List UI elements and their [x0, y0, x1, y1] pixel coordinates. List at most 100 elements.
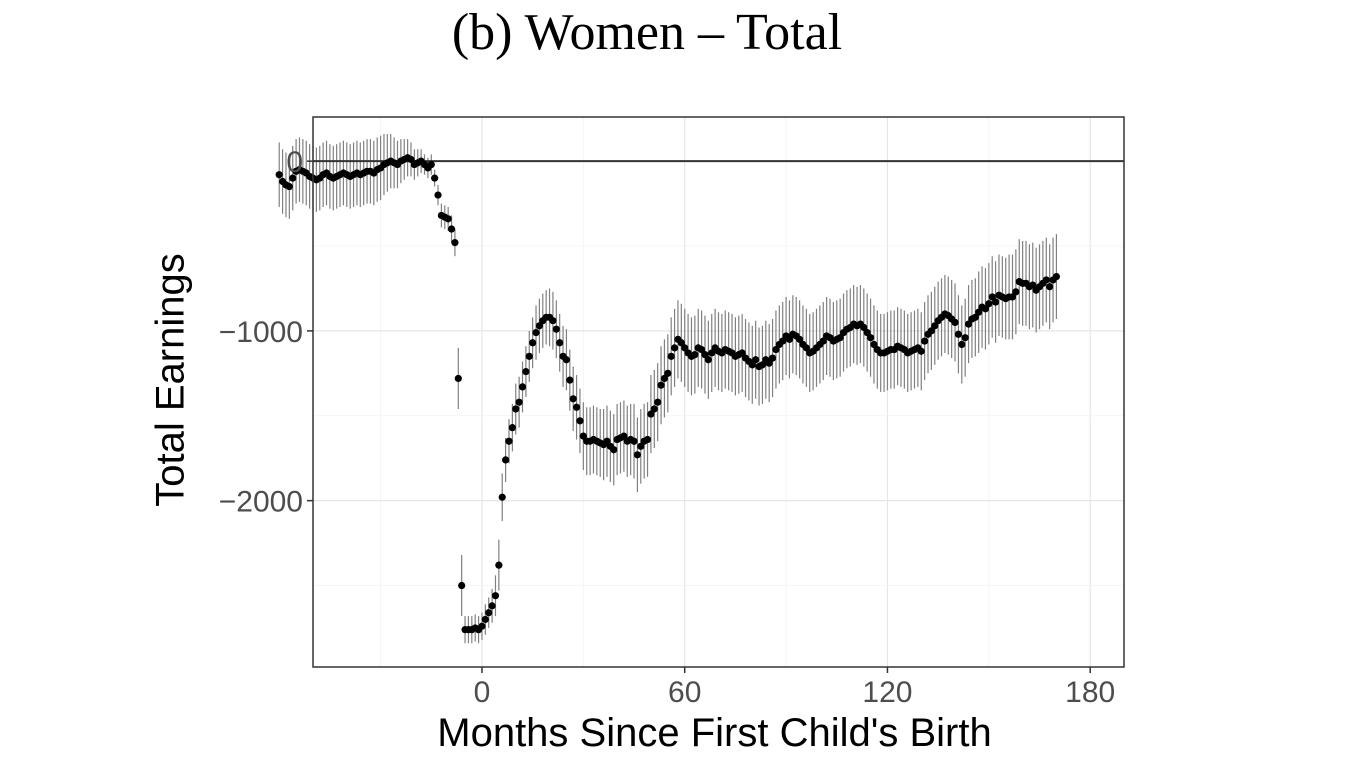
data-point [529, 339, 537, 347]
data-point [451, 239, 459, 247]
data-point [1042, 276, 1050, 284]
data-point [579, 432, 587, 440]
data-point [650, 405, 658, 413]
data-point [512, 405, 520, 413]
data-point [518, 383, 527, 391]
y-tick-label: −1000 [219, 316, 303, 349]
grid-lines [313, 117, 1124, 667]
data-point [708, 349, 716, 357]
y-axis-title: Total Earnings [149, 253, 193, 506]
data-point [630, 437, 638, 445]
data-point [637, 442, 645, 450]
data-point [610, 446, 618, 454]
data-point [796, 335, 804, 343]
data-point [562, 356, 571, 364]
data-point [525, 352, 533, 360]
data-point [488, 602, 496, 610]
data-point [981, 305, 990, 313]
data-point [643, 435, 652, 444]
data-point [961, 334, 969, 342]
x-axis-ticks: 0 60 120 180 [474, 667, 1115, 709]
data-point [444, 215, 452, 223]
data-point [275, 171, 283, 179]
data-point [515, 398, 523, 406]
data-point [505, 437, 513, 445]
data-point [836, 334, 844, 342]
data-point [654, 398, 662, 406]
data-point [572, 403, 581, 411]
data-point [681, 344, 689, 352]
data-point [748, 361, 756, 369]
data-point [768, 354, 777, 362]
chart-title: (b) Women – Total [451, 4, 843, 61]
data-point [951, 318, 959, 327]
plot-panel-border [312, 116, 1125, 668]
data-point [569, 395, 577, 403]
data-point [971, 313, 979, 321]
data-point [458, 581, 466, 590]
data-point [1046, 283, 1054, 291]
data-point [535, 322, 544, 330]
data-point [434, 191, 442, 199]
error-bars [278, 133, 1058, 644]
data-points [275, 154, 1061, 634]
data-point [785, 335, 794, 343]
data-point [1029, 281, 1037, 289]
data-point [556, 339, 564, 347]
data-point [566, 376, 574, 384]
data-point [552, 325, 560, 333]
data-point [772, 345, 780, 354]
data-point [758, 361, 767, 369]
data-point [647, 410, 655, 418]
data-point [863, 328, 871, 337]
y-tick-label: 0 [286, 146, 303, 179]
data-point [985, 300, 993, 308]
data-point [698, 345, 706, 354]
data-point [691, 351, 699, 359]
data-point [431, 174, 439, 182]
data-point [917, 347, 925, 355]
data-point [988, 293, 996, 301]
data-point [657, 381, 665, 389]
data-point [549, 317, 557, 325]
x-axis-title: Months Since First Child's Birth [437, 711, 991, 755]
data-point [802, 344, 810, 352]
data-point [958, 340, 966, 349]
data-point [931, 322, 939, 330]
x-tick-label: 0 [474, 676, 491, 709]
data-point [927, 327, 935, 335]
data-point [407, 155, 415, 164]
data-point [481, 615, 489, 624]
x-tick-label: 180 [1065, 676, 1115, 709]
data-point [576, 417, 584, 425]
data-point [491, 592, 500, 600]
data-point [819, 337, 827, 345]
data-point [478, 622, 486, 630]
data-point [667, 352, 675, 360]
data-point [485, 609, 493, 617]
data-point [285, 182, 293, 191]
data-point [975, 308, 983, 316]
data-point [779, 337, 787, 345]
data-point [921, 337, 929, 345]
data-point [508, 424, 516, 432]
data-point [502, 456, 510, 464]
data-point [532, 328, 540, 337]
data-point [660, 374, 669, 383]
data-point [752, 356, 760, 364]
data-point [664, 369, 672, 377]
data-point [670, 344, 679, 352]
data-point [954, 330, 963, 338]
data-point [427, 160, 435, 169]
data-point [633, 451, 642, 459]
data-point [704, 356, 712, 364]
data-point [447, 225, 456, 233]
data-point [1012, 288, 1020, 296]
x-tick-label: 60 [668, 676, 701, 709]
data-point [860, 323, 868, 332]
data-point [522, 368, 530, 376]
data-point [701, 351, 709, 359]
data-point [964, 320, 973, 328]
data-point [289, 174, 297, 182]
